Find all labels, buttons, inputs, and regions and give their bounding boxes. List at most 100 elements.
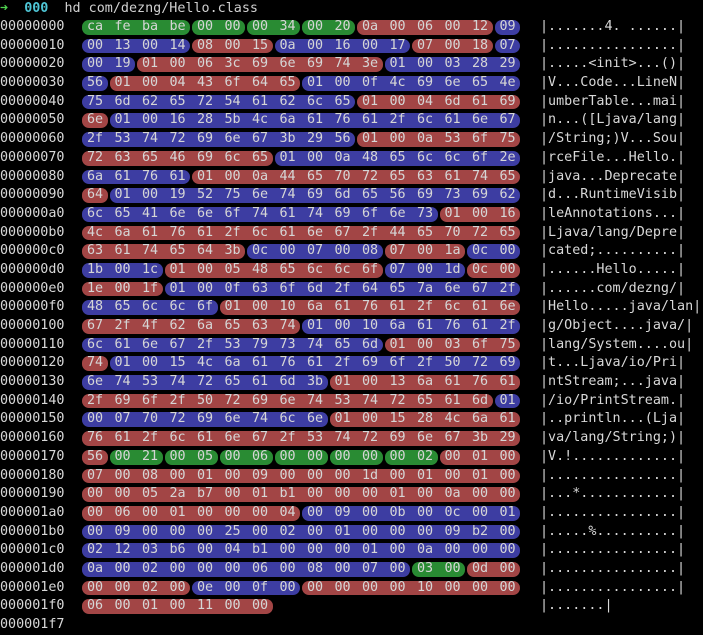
hex-byte: 61 (251, 355, 269, 371)
highlight-red (82, 356, 108, 372)
hex-byte: 25 (224, 523, 241, 539)
row-ascii: |va/lang/String;)| (540, 430, 686, 446)
hex-byte: 67 (499, 112, 516, 128)
hex-byte: 11 (196, 598, 214, 614)
hex-byte: 00 (334, 448, 351, 464)
hex-byte: 50 (196, 392, 214, 408)
hex-byte: 00 (114, 579, 131, 595)
hex-byte: 19 (114, 56, 131, 72)
hex-byte: 29 (499, 56, 516, 72)
highlight-blue (82, 206, 438, 222)
hex-byte: 01 (306, 318, 324, 333)
hex-byte: 00 (444, 560, 461, 576)
row-offset: 00000080 (0, 168, 65, 184)
row-ascii: |lang/System....ou| (540, 336, 694, 352)
hex-byte: 01 (251, 486, 269, 502)
hex-byte: 02 (141, 560, 159, 576)
hex-byte: 2f (334, 355, 351, 371)
hex-byte: 01 (141, 56, 159, 72)
hex-byte: 00 (416, 261, 434, 277)
hex-byte: 00 (334, 579, 351, 595)
hex-byte: 00 (306, 486, 324, 502)
hex-byte: 69 (196, 131, 214, 147)
hex-byte: 43 (196, 75, 214, 91)
row-offset: 000001f7 (0, 617, 65, 632)
highlight-red (357, 94, 520, 110)
hex-byte: 0d (471, 560, 489, 576)
row-offset: 000001c0 (0, 542, 65, 558)
hex-byte: 41 (141, 205, 159, 221)
hex-byte: 00 (389, 523, 406, 539)
hex-byte: 00 (224, 598, 241, 614)
hex-byte: 6a (416, 374, 434, 390)
row-offset: 00000020 (0, 56, 65, 72)
hex-byte: 00 (306, 19, 324, 34)
hex-byte: 61 (334, 299, 351, 315)
hex-byte: b2 (471, 523, 489, 539)
hex-byte: 00 (169, 448, 186, 464)
hex-byte: 00 (306, 149, 324, 165)
highlight-red (82, 281, 163, 297)
hex-byte: 69 (471, 187, 489, 203)
hex-byte: 69 (114, 392, 131, 408)
hex-byte: 01 (471, 467, 489, 483)
hex-byte: 06 (196, 56, 214, 72)
hex-byte: 0f (224, 280, 241, 296)
hex-byte: 00 (361, 523, 379, 539)
highlight-red (82, 319, 300, 334)
hex-byte: 65 (114, 205, 131, 221)
row-offset: 00000180 (0, 467, 65, 483)
row-ascii: |.....<init>...()| (540, 56, 686, 72)
hex-byte: 75 (224, 187, 241, 203)
hex-byte: 02 (86, 542, 104, 558)
hex-byte: 6d (306, 280, 324, 296)
hex-byte: 72 (224, 392, 241, 408)
hex-byte: 67 (334, 224, 351, 240)
hex-byte: 2f (114, 318, 131, 333)
highlight-red (467, 262, 520, 278)
hex-byte: 00 (444, 37, 461, 53)
highlight-blue (274, 150, 520, 166)
hex-byte: 75 (499, 131, 516, 147)
hex-byte: 00 (471, 486, 489, 502)
hex-byte: 65 (279, 261, 296, 277)
hex-byte: 00 (114, 560, 131, 576)
row-ascii: |umberTable...mai| (540, 93, 686, 109)
hex-byte: 07 (306, 243, 324, 259)
hex-byte: 03 (416, 560, 434, 576)
hex-byte: 70 (141, 411, 159, 427)
hex-byte: 00 (224, 19, 241, 34)
hex-byte: 06 (416, 19, 434, 34)
hex-byte: 67 (471, 280, 489, 296)
hex-byte: 56 (86, 448, 104, 464)
hex-byte: 61 (141, 224, 159, 240)
highlight-red (329, 375, 520, 390)
hex-byte: 00 (279, 467, 296, 483)
hex-byte: 00 (499, 448, 516, 464)
hex-byte: 65 (499, 224, 516, 240)
highlight-red (82, 580, 190, 596)
hex-byte: 4c (444, 411, 461, 427)
hex-byte: 00 (141, 355, 159, 371)
highlight-green (274, 449, 328, 465)
hex-byte: 28 (416, 411, 434, 427)
hex-byte: 00 (334, 486, 351, 502)
row-ascii: |java...Deprecate| (540, 168, 686, 184)
hex-byte: 09 (114, 523, 131, 539)
hex-byte: 01 (389, 486, 406, 502)
highlight-blue (82, 300, 218, 315)
highlight-blue (82, 76, 108, 91)
hex-byte: 13 (389, 374, 406, 390)
hex-byte: 2f (279, 430, 296, 446)
hex-byte: 76 (169, 224, 186, 240)
hex-byte: 00 (196, 504, 214, 520)
hex-byte: 00 (86, 486, 104, 502)
hex-byte: 74 (334, 430, 351, 446)
hex-byte: 6f (224, 205, 241, 221)
hex-byte: 2f (86, 131, 104, 147)
hex-byte: 46 (169, 149, 186, 165)
hex-byte: 1d (361, 467, 379, 483)
hex-byte: 00 (471, 205, 489, 221)
hex-byte: 06 (86, 598, 104, 614)
hex-byte: 00 (361, 448, 379, 464)
